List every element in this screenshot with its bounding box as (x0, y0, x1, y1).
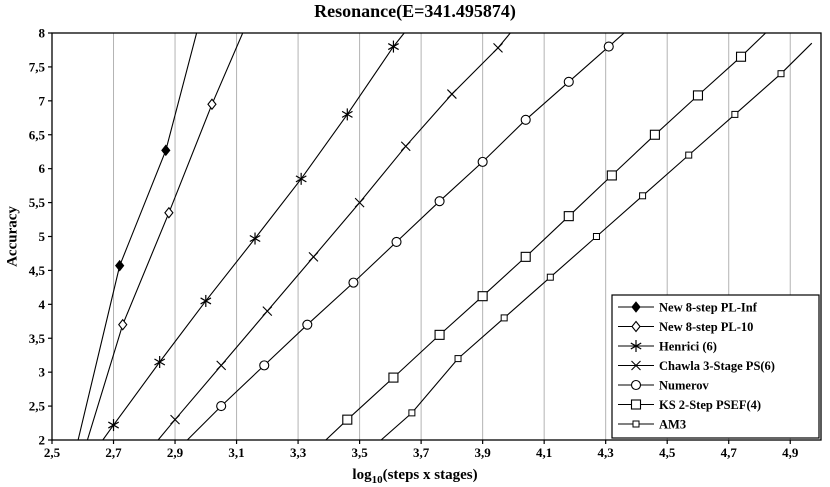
y-tick-label: 3 (39, 365, 46, 380)
series-new-8-step-pl-10 (86, 33, 244, 440)
series-new-8-step-pl-inf (77, 33, 198, 440)
legend-item: Chawla 3-Stage PS(6) (618, 359, 775, 373)
x-tick-label: 3,5 (351, 445, 368, 460)
x-tick-label: 3,3 (290, 445, 307, 460)
series-chawla-3-stage-ps-6 (157, 33, 511, 440)
legend-label: KS 2-Step PSEF(4) (659, 398, 761, 412)
x-tick-label: 2,9 (167, 445, 184, 460)
legend: New 8-step PL-Inf New 8-step PL-10 Henrici… (611, 294, 820, 439)
legend-label: New 8-step PL-Inf (659, 301, 758, 315)
legend-item: New 8-step PL-10 (618, 320, 753, 334)
chart-title: Resonance(E=341.495874) (314, 1, 516, 21)
x-tick-label: 4,1 (536, 445, 552, 460)
legend-label: New 8-step PL-10 (659, 320, 753, 334)
x-tick-label: 4,3 (598, 445, 615, 460)
legend-item: New 8-step PL-Inf (618, 301, 758, 315)
y-tick-label: 7 (39, 93, 46, 108)
legend-item: AM3 (618, 418, 686, 432)
x-tick-label: 4,5 (659, 445, 676, 460)
y-tick-label: 4,5 (29, 263, 46, 278)
x-tick-label: 2,7 (105, 445, 122, 460)
series-am3 (380, 42, 813, 440)
y-tick-label: 8 (39, 26, 46, 41)
x-tick-label: 3,7 (413, 445, 430, 460)
legend-item: Henrici (6) (618, 340, 717, 354)
legend-box (611, 294, 820, 439)
y-tick-label: 4 (39, 297, 46, 312)
series-henrici-6 (102, 33, 405, 440)
x-tick-label: 4,7 (721, 445, 738, 460)
series-ks-2-step-psef-4 (325, 33, 766, 440)
x-axis-label-suffix: (steps x stages) (382, 467, 478, 483)
y-tick-label: 5,5 (29, 195, 46, 210)
legend-item: Numerov (618, 379, 710, 393)
x-tick-label: 3,1 (228, 445, 244, 460)
y-tick-label: 6 (39, 161, 46, 176)
legend-label: Henrici (6) (659, 340, 717, 354)
legend-label: AM3 (659, 418, 686, 432)
series-numerov (186, 33, 625, 440)
y-tick-label: 2,5 (29, 399, 46, 414)
y-tick-label: 7,5 (29, 59, 46, 74)
x-axis-label: log10(steps x stages) (0, 467, 830, 486)
x-axis-label-subscript: 10 (371, 474, 383, 486)
legend-item: KS 2-Step PSEF(4) (618, 398, 761, 412)
y-tick-label: 3,5 (29, 331, 46, 346)
legend-label: Numerov (659, 379, 710, 393)
x-tick-label: 3,9 (475, 445, 492, 460)
y-tick-label: 5 (39, 229, 46, 244)
x-tick-label: 2,5 (44, 445, 61, 460)
y-tick-label: 2 (39, 433, 46, 448)
x-tick-label: 4,9 (782, 445, 799, 460)
series-area (77, 33, 813, 440)
legend-label: Chawla 3-Stage PS(6) (659, 359, 775, 373)
y-tick-label: 6,5 (29, 127, 46, 142)
x-axis-label-prefix: log (352, 467, 372, 483)
axes-ticks: 2,5 2,7 2,9 3,1 3,3 3,5 3,7 3,9 4,1 4,3 4,5 4,7 4,9 2… (29, 26, 799, 461)
